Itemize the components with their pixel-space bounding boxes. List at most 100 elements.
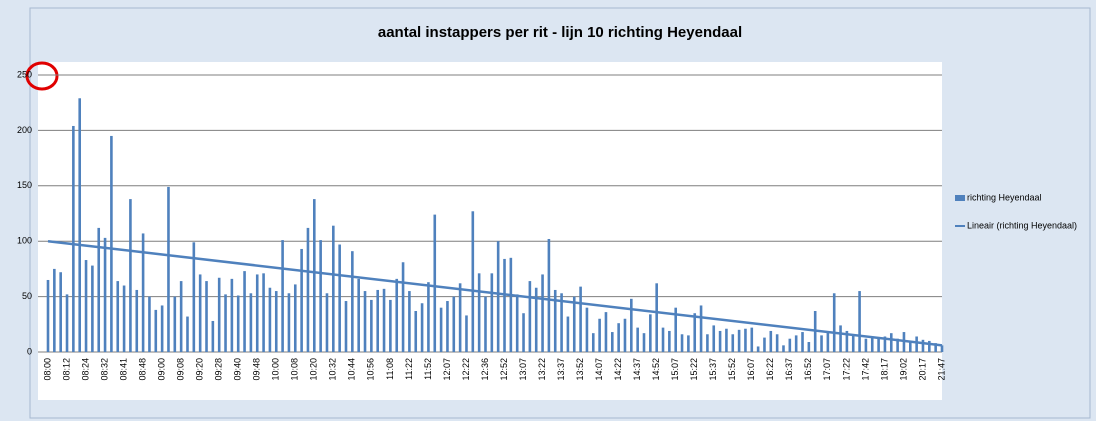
- bar: [103, 237, 107, 352]
- bar: [807, 342, 811, 352]
- bar: [769, 330, 773, 352]
- bar: [630, 298, 633, 352]
- bar: [744, 328, 747, 352]
- x-tick-label: 11:22: [404, 358, 414, 380]
- x-tick-label: 13:37: [556, 358, 566, 381]
- bar: [72, 125, 75, 352]
- x-tick-label: 14:37: [632, 358, 642, 381]
- bar: [312, 199, 316, 352]
- bar: [496, 241, 500, 352]
- bar: [78, 98, 82, 352]
- bar: [649, 314, 652, 352]
- x-tick-label: 09:28: [214, 358, 224, 381]
- x-tick-label: 09:48: [252, 358, 262, 381]
- bar: [198, 274, 202, 352]
- bar: [820, 335, 823, 352]
- bar: [351, 251, 354, 352]
- bar: [509, 257, 513, 352]
- bar: [579, 286, 582, 352]
- x-tick-label: 16:52: [803, 358, 813, 381]
- bar: [585, 307, 589, 352]
- legend-label: Lineair (richting Heyendaal): [967, 220, 1077, 230]
- x-tick-label: 21:47: [936, 358, 946, 381]
- y-tick-label: 100: [17, 236, 32, 246]
- bar: [255, 274, 259, 352]
- bar: [452, 296, 456, 352]
- bar: [129, 199, 132, 352]
- x-tick-label: 13:07: [518, 358, 528, 381]
- bar: [160, 305, 164, 352]
- bar: [154, 309, 158, 352]
- x-tick-label: 15:22: [689, 358, 699, 381]
- bar: [553, 289, 557, 352]
- bar: [211, 320, 215, 352]
- x-tick-label: 09:40: [233, 358, 243, 381]
- bar: [572, 296, 576, 352]
- y-tick-label: 250: [17, 69, 32, 79]
- bar: [870, 336, 874, 352]
- x-tick-label: 15:07: [670, 358, 680, 381]
- bar: [389, 299, 392, 352]
- x-tick-label: 16:37: [784, 358, 794, 381]
- bar: [249, 293, 253, 352]
- x-tick-label: 17:42: [860, 358, 870, 381]
- bar: [699, 305, 703, 352]
- bar: [363, 291, 367, 352]
- bar: [300, 248, 303, 352]
- bar: [839, 325, 842, 352]
- bar: [940, 345, 944, 352]
- x-tick-label: 08:41: [118, 358, 128, 381]
- x-tick-label: 13:22: [537, 358, 547, 381]
- bar: [566, 316, 570, 352]
- bar: [458, 283, 462, 352]
- bar: [274, 291, 278, 352]
- bar: [401, 262, 405, 352]
- bar: [889, 333, 893, 352]
- bar: [547, 238, 551, 352]
- bar: [427, 282, 430, 352]
- x-tick-label: 19:02: [898, 358, 908, 381]
- bar: [534, 287, 538, 352]
- bar: [528, 281, 532, 352]
- x-tick-label: 10:44: [347, 358, 357, 381]
- bar: [617, 323, 620, 352]
- y-tick-label: 0: [27, 346, 32, 356]
- bar: [135, 289, 139, 352]
- bar: [110, 135, 113, 352]
- bar: [826, 332, 830, 352]
- x-tick-label: 12:07: [442, 358, 452, 381]
- bar: [376, 289, 380, 352]
- bar: [763, 337, 766, 352]
- x-tick-label: 08:24: [80, 358, 90, 381]
- bar: [801, 332, 804, 352]
- bar: [788, 338, 792, 352]
- bar: [97, 227, 101, 352]
- bar: [598, 318, 601, 352]
- bar: [179, 281, 183, 352]
- bar: [433, 214, 437, 352]
- x-tick-label: 20:17: [917, 358, 927, 381]
- x-tick-label: 15:52: [727, 358, 737, 381]
- bar: [59, 272, 62, 352]
- bar: [680, 334, 684, 352]
- trend-line: [47, 239, 943, 347]
- bar: [908, 340, 912, 352]
- x-tick-label: 12:52: [499, 358, 509, 381]
- y-tick-label: 150: [17, 180, 32, 190]
- bar: [395, 278, 399, 352]
- x-tick-label: 09:20: [195, 358, 205, 381]
- bar: [515, 294, 519, 352]
- bar: [293, 284, 297, 352]
- bar: [141, 233, 145, 352]
- x-tick-label: 09:08: [176, 358, 186, 381]
- bar: [332, 225, 335, 352]
- bar: [116, 281, 120, 352]
- bar: [382, 288, 386, 352]
- x-tick-label: 10:20: [309, 358, 319, 381]
- bar: [636, 327, 639, 352]
- bar: [674, 307, 678, 352]
- bar: [357, 278, 360, 352]
- bar: [858, 291, 861, 352]
